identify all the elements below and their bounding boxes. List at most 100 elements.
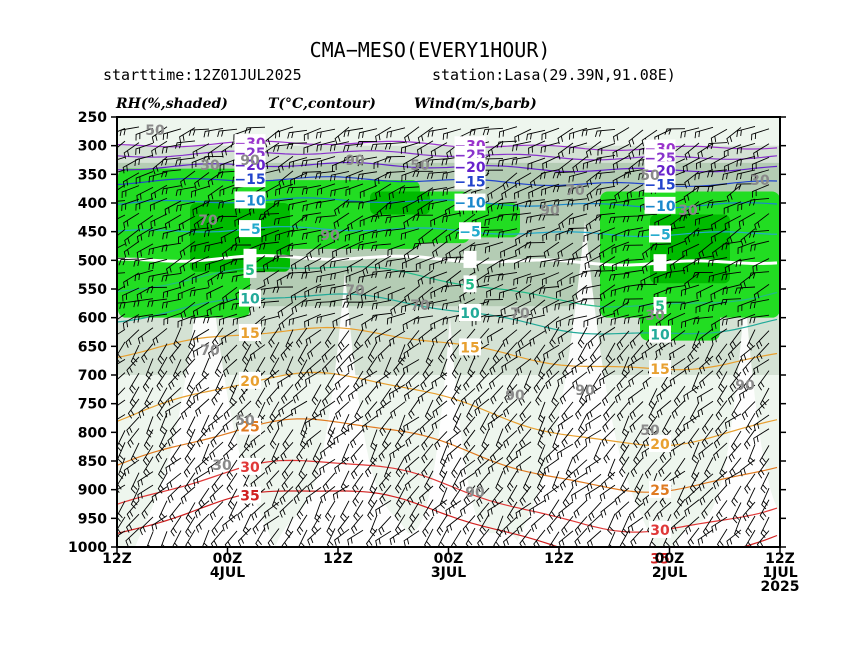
wind-barb	[177, 286, 196, 301]
wind-barb	[729, 329, 742, 350]
wind-barb	[608, 215, 630, 224]
wind-barb	[506, 501, 518, 523]
wind-barb	[189, 227, 210, 236]
wind-barb	[504, 384, 518, 404]
wind-barb	[488, 371, 504, 390]
wind-barb	[506, 443, 518, 464]
temperature-label: −15	[454, 174, 485, 190]
wind-barb	[469, 242, 490, 252]
wind-barb	[360, 286, 378, 302]
wind-barb	[644, 500, 658, 520]
wind-barb	[623, 314, 644, 325]
wind-barb	[712, 471, 728, 490]
wind-barb	[430, 284, 448, 299]
rh-label: 90	[575, 383, 595, 399]
wind-barb	[124, 229, 140, 247]
wind-barb	[371, 312, 392, 322]
wind-barb	[534, 344, 546, 365]
wind-barb	[402, 199, 420, 215]
temperature-label: 0	[655, 256, 665, 272]
wind-barb	[117, 472, 126, 493]
wind-barb	[736, 142, 756, 155]
wind-barb	[515, 230, 532, 246]
wind-barb	[123, 212, 140, 229]
wind-barb	[497, 271, 518, 282]
wind-barb	[303, 127, 322, 141]
wind-barb	[216, 170, 238, 179]
wind-barb	[400, 142, 420, 154]
wind-barb	[746, 329, 756, 351]
wind-barb	[479, 412, 490, 434]
wind-barb	[226, 472, 238, 494]
wind-barb	[627, 516, 644, 534]
wind-barb	[226, 459, 238, 481]
wind-barb	[117, 169, 126, 173]
wind-barb	[727, 341, 742, 361]
wind-barb	[578, 413, 588, 435]
wind-barb	[303, 141, 322, 154]
rh-label: 30	[750, 173, 770, 189]
contour-label-bg	[649, 549, 671, 567]
legend-wind: Wind(m/s,barb)	[414, 96, 537, 112]
wind-barb	[642, 430, 658, 448]
wind-barb	[234, 212, 252, 227]
wind-barb	[191, 155, 210, 169]
wind-barb	[315, 272, 336, 283]
wind-barb	[288, 157, 308, 169]
wind-barb	[301, 212, 322, 222]
wind-barb	[175, 140, 196, 149]
wind-barb	[599, 284, 616, 301]
wind-barb	[623, 269, 644, 279]
wind-barb	[321, 387, 336, 407]
temperature-label: 15	[240, 326, 259, 342]
wind-barb	[597, 227, 616, 241]
wind-barb	[275, 126, 294, 139]
contour-label-bg	[653, 296, 667, 314]
wind-barb	[586, 170, 602, 188]
wind-barb	[436, 515, 448, 536]
wind-barb	[358, 198, 378, 210]
wind-barb	[304, 283, 322, 299]
wind-barb	[561, 427, 574, 448]
wind-barb	[623, 169, 644, 179]
wind-barb	[549, 327, 560, 348]
wind-barb	[568, 171, 588, 183]
wind-barb	[684, 201, 700, 219]
wind-barb	[152, 328, 168, 346]
wind-barb	[207, 457, 224, 475]
wind-barb	[347, 384, 364, 402]
wind-barb	[352, 472, 364, 494]
wind-barb	[502, 456, 518, 475]
wind-barb	[735, 257, 756, 267]
wind-barb	[404, 456, 420, 475]
wind-barb	[731, 485, 742, 507]
wind-barb	[350, 459, 364, 480]
wind-barb	[293, 485, 308, 504]
x-tick-label: 12Z	[102, 551, 132, 567]
wind-barb	[353, 328, 364, 350]
wind-barb	[222, 286, 238, 304]
wind-barb	[315, 170, 336, 180]
wind-barb	[746, 487, 756, 509]
wind-barb	[365, 528, 378, 547]
wind-barb	[371, 228, 392, 239]
wind-barb	[163, 312, 182, 326]
wind-barb	[628, 369, 644, 388]
wind-barb	[330, 269, 350, 281]
wind-barb	[158, 458, 168, 480]
wind-barb	[117, 484, 126, 491]
wind-barb	[684, 272, 700, 290]
wind-barb	[415, 156, 434, 170]
wind-barb	[699, 487, 714, 506]
wind-barb	[446, 443, 462, 462]
wind-barb	[373, 286, 392, 300]
temperature-label: 5	[655, 299, 665, 315]
wind-barb	[387, 243, 406, 257]
temperature-label: 20	[240, 374, 260, 390]
wind-barb	[390, 401, 406, 419]
wind-barb	[463, 485, 476, 506]
wind-barb	[707, 257, 728, 267]
wind-barb	[137, 484, 154, 501]
wind-barb	[585, 485, 602, 501]
wind-barb	[157, 343, 168, 365]
